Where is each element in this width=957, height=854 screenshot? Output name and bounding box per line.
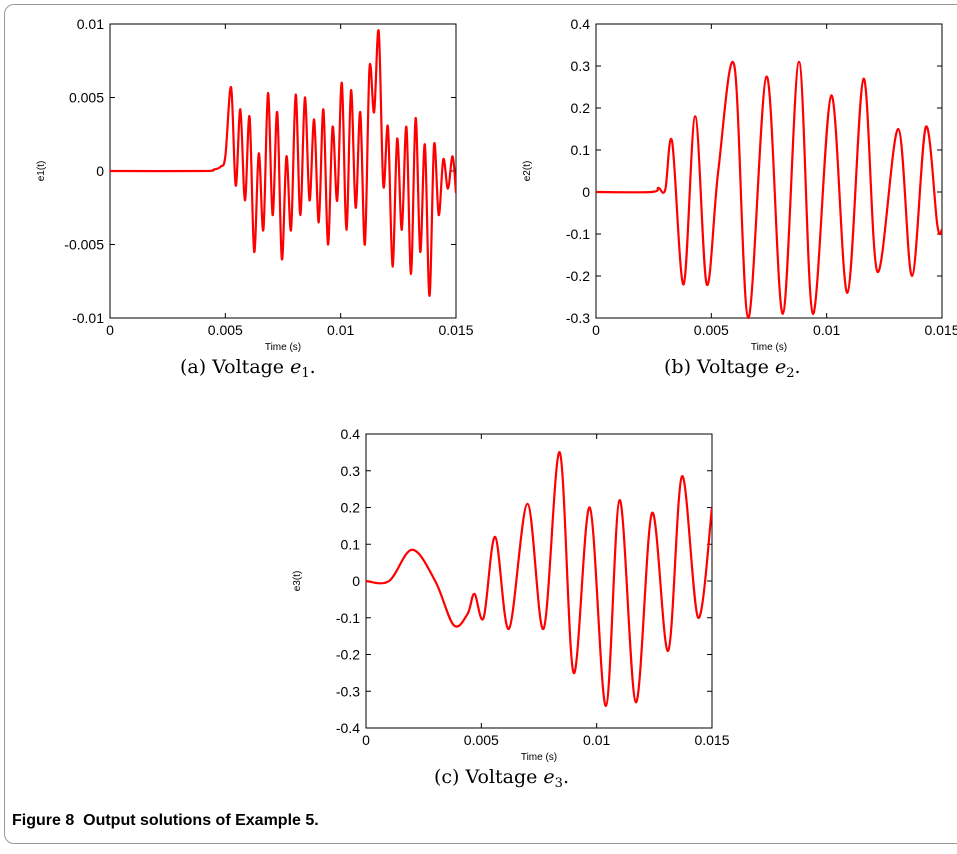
x-tick: 0.005	[464, 434, 499, 748]
y-tick-label: -0.3	[336, 683, 360, 699]
caption-c: (c) Voltage e3.	[434, 766, 569, 791]
caption-c-suffix: .	[562, 766, 569, 788]
x-tick-label: 0.015	[438, 322, 473, 338]
x-tick-label: 0.005	[208, 322, 243, 338]
y-tick: -0.4	[336, 720, 712, 736]
x-tick: 0.01	[327, 24, 355, 338]
x-tick: 0	[362, 434, 370, 748]
y-tick-label: -0.4	[336, 720, 360, 736]
y-tick-label: 0.4	[571, 16, 591, 32]
series-line	[596, 60, 942, 320]
y-tick-label: 0	[582, 184, 590, 200]
x-tick-label: 0.01	[327, 322, 354, 338]
figure-frame	[4, 4, 957, 844]
y-tick: 0.005	[69, 90, 456, 106]
x-tick-label: 0	[106, 322, 114, 338]
y-tick-label: 0	[352, 573, 360, 589]
y-tick-label: -0.1	[566, 226, 590, 242]
x-tick-label: 0.005	[464, 732, 499, 748]
y-tick-label: 0.2	[341, 500, 361, 516]
y-tick-label: 0.01	[77, 16, 104, 32]
y-axis-label: e1(t)	[36, 161, 47, 182]
y-tick-label: 0.005	[69, 90, 104, 106]
y-tick: 0.01	[77, 16, 456, 32]
x-tick-label: 0	[362, 732, 370, 748]
caption-b-prefix: (b) Voltage	[664, 356, 775, 378]
y-axis-label: e2(t)	[522, 161, 533, 182]
y-tick-label: 0.2	[571, 100, 591, 116]
y-tick-label: 0.3	[571, 58, 591, 74]
axes-box	[595, 23, 943, 319]
x-tick: 0	[592, 24, 600, 338]
y-tick-label: 0	[96, 163, 104, 179]
x-tick-label: 0.015	[694, 732, 729, 748]
x-tick: 0.005	[208, 24, 243, 338]
caption-c-var: e	[543, 766, 555, 788]
y-tick: 0.1	[571, 142, 942, 158]
x-tick: 0	[106, 24, 114, 338]
y-tick: -0.1	[336, 610, 712, 626]
chart-svg: 0 0.005 0.01 0.015 -0.4 -0.3 -0.2 -0.1 0 0.1 0.2 0.…	[292, 426, 730, 763]
y-tick-label: 0.1	[341, 536, 361, 552]
caption-c-sub: 3	[554, 776, 563, 791]
y-tick-label: -0.1	[336, 610, 360, 626]
y-tick: -0.2	[566, 268, 942, 284]
y-tick: -0.3	[336, 683, 712, 699]
y-tick: 0.4	[341, 426, 712, 442]
x-tick: 0.01	[583, 434, 611, 748]
x-tick-label: 0.015	[924, 322, 957, 338]
y-tick: -0.3	[566, 310, 942, 326]
caption-a-suffix: .	[309, 356, 316, 378]
y-tick-label: 0.1	[571, 142, 591, 158]
plot-e1: 0 0.005 0.01 0.015 -0.01 -0.005 0 0.005 0.01 Time…	[14, 14, 474, 354]
y-tick: 0.4	[571, 16, 942, 32]
y-tick: -0.2	[336, 647, 712, 663]
y-tick: 0.3	[571, 58, 942, 74]
x-tick: 0.005	[694, 24, 729, 338]
x-axis-label: Time (s)	[265, 342, 301, 353]
y-tick-label: 0.3	[341, 463, 361, 479]
caption-c-prefix: (c) Voltage	[434, 766, 544, 788]
figure-caption-text: Output solutions of Example 5.	[83, 812, 319, 829]
caption-b-var: e	[774, 356, 787, 378]
caption-b-suffix: .	[794, 356, 801, 378]
x-tick: 0.015	[924, 24, 957, 338]
x-tick: 0.015	[694, 434, 730, 748]
x-tick-label: 0	[592, 322, 600, 338]
x-tick: 0.015	[438, 24, 474, 338]
caption-a: (a) Voltage e1.	[180, 356, 316, 381]
figure-label: Figure 8	[12, 812, 75, 829]
series-line	[366, 451, 712, 708]
y-tick-label: -0.2	[566, 268, 590, 284]
caption-b: (b) Voltage e2.	[664, 356, 801, 381]
caption-a-prefix: (a) Voltage	[180, 356, 291, 378]
y-tick-label: -0.005	[64, 237, 104, 253]
y-tick-label: -0.2	[336, 647, 360, 663]
x-tick-label: 0.01	[583, 732, 610, 748]
caption-b-sub: 2	[786, 366, 795, 381]
y-tick: 0	[352, 573, 712, 589]
caption-a-sub: 1	[301, 366, 310, 381]
caption-a-var: e	[290, 356, 302, 378]
chart-svg: 0 0.005 0.01 0.015 -0.3 -0.2 -0.1 0 0.1 0.2 0.3 0.4…	[522, 16, 957, 353]
x-tick-label: 0.005	[694, 322, 729, 338]
x-tick: 0.01	[813, 24, 841, 338]
y-tick: -0.01	[72, 310, 456, 326]
x-tick-label: 0.01	[813, 322, 840, 338]
plot-e2: 0 0.005 0.01 0.015 -0.3 -0.2 -0.1 0 0.1 0.2 0.3 0.4…	[500, 14, 957, 354]
plot-e3: 0 0.005 0.01 0.015 -0.4 -0.3 -0.2 -0.1 0 0.1 0.2 0.…	[270, 424, 730, 764]
y-tick: 0.2	[571, 100, 942, 116]
y-tick-label: -0.01	[72, 310, 104, 326]
y-tick-label: 0.4	[341, 426, 361, 442]
y-axis-label: e3(t)	[292, 571, 303, 592]
series-line	[110, 29, 456, 298]
x-axis-label: Time (s)	[521, 752, 557, 763]
x-axis-label: Time (s)	[751, 342, 787, 353]
y-tick: 0.3	[341, 463, 712, 479]
y-tick-label: -0.3	[566, 310, 590, 326]
figure-caption: Figure 8 Output solutions of Example 5.	[12, 812, 319, 830]
chart-svg: 0 0.005 0.01 0.015 -0.01 -0.005 0 0.005 0.01 Time…	[36, 16, 474, 353]
y-tick: -0.005	[64, 237, 456, 253]
